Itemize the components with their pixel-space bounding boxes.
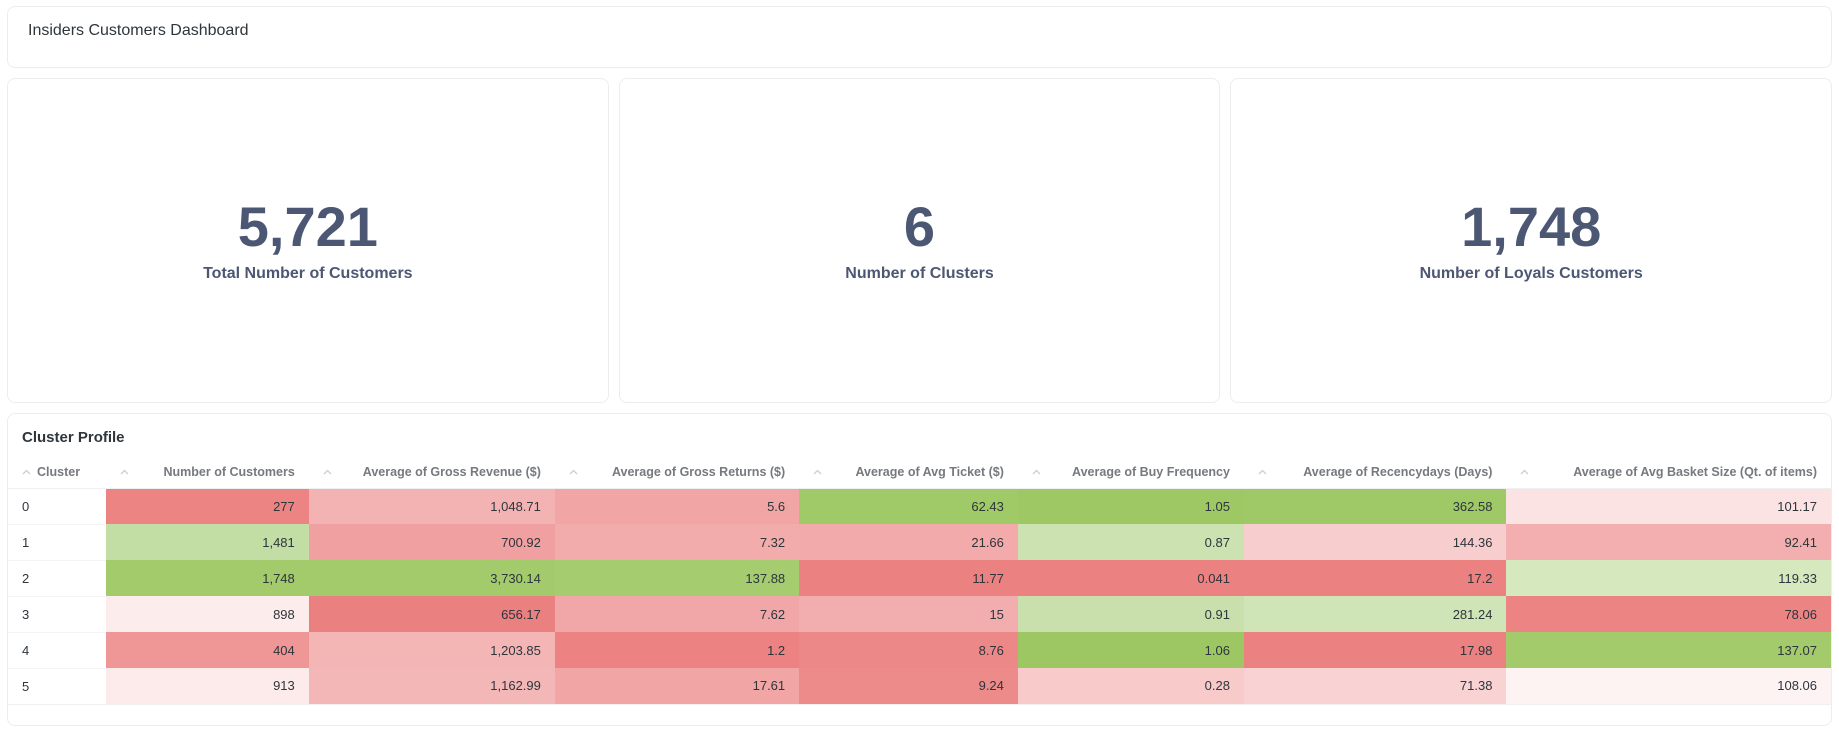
table-row: 4 404 1,203.85 1.2 8.76 1.06 17.98 137.07 (8, 632, 1831, 669)
value-cell[interactable]: 7.62 (554, 596, 800, 632)
cluster-cell[interactable]: 4 (8, 632, 107, 669)
value-cell[interactable]: 101.17 (1506, 488, 1831, 524)
cluster-cell[interactable]: 1 (8, 524, 107, 561)
loyal-customers-value: 1,748 (1461, 195, 1602, 259)
value-cell[interactable]: 17.98 (1243, 632, 1507, 668)
value-cell[interactable]: 137.07 (1506, 632, 1831, 668)
sort-caret-icon (569, 469, 578, 475)
column-header-label: Average of Avg Ticket ($) (855, 465, 1004, 480)
sort-caret-icon (1258, 469, 1267, 475)
column-header[interactable]: Average of Avg Basket Size (Qt. of items… (1506, 457, 1831, 489)
value-cell[interactable]: 0.87 (1017, 524, 1244, 560)
value-cell[interactable]: 1.05 (1017, 488, 1244, 524)
value-cell[interactable]: 17.2 (1243, 560, 1507, 596)
sort-caret-icon (120, 469, 129, 475)
table-header-row: Cluster Number of Customers Average of Gro… (8, 457, 1831, 489)
value-cell[interactable]: 404 (106, 632, 309, 668)
column-header[interactable]: Cluster (8, 457, 107, 489)
column-header-label: Average of Recencydays (Days) (1303, 465, 1493, 480)
sort-caret-icon (1520, 469, 1529, 475)
column-header-label: Number of Customers (163, 465, 295, 480)
value-cell[interactable]: 11.77 (799, 560, 1018, 596)
number-of-clusters-label: Number of Clusters (845, 264, 994, 282)
cluster-cell[interactable]: 2 (8, 560, 107, 597)
table-row: 0 277 1,048.71 5.6 62.43 1.05 362.58 101.17 (8, 488, 1831, 525)
value-cell[interactable]: 0.041 (1017, 560, 1244, 596)
value-cell[interactable]: 1,481 (106, 524, 309, 560)
value-cell[interactable]: 78.06 (1506, 596, 1831, 632)
cluster-profile-table: Cluster Number of Customers Average of Gro… (8, 457, 1831, 705)
sort-caret-icon (1032, 469, 1041, 475)
value-cell[interactable]: 1.06 (1017, 632, 1244, 668)
value-cell[interactable]: 281.24 (1243, 596, 1507, 632)
value-cell[interactable]: 108.06 (1506, 668, 1831, 705)
column-header[interactable]: Average of Buy Frequency (1017, 457, 1244, 489)
value-cell[interactable]: 5.6 (554, 488, 800, 524)
value-cell[interactable]: 898 (106, 596, 309, 632)
value-cell[interactable]: 92.41 (1506, 524, 1831, 560)
value-cell[interactable]: 62.43 (799, 488, 1018, 524)
value-cell[interactable]: 8.76 (799, 632, 1018, 668)
column-header-label: Cluster (37, 465, 81, 480)
value-cell[interactable]: 119.33 (1506, 560, 1831, 596)
value-cell[interactable]: 700.92 (308, 524, 555, 560)
table-row: 1 1,481 700.92 7.32 21.66 0.87 144.36 92.41 (8, 524, 1831, 561)
value-cell[interactable]: 0.28 (1017, 668, 1244, 705)
cluster-cell[interactable]: 3 (8, 596, 107, 633)
value-cell[interactable]: 7.32 (554, 524, 800, 560)
table-body: 0 277 1,048.71 5.6 62.43 1.05 362.58 101.17 1 1,4… (8, 488, 1831, 705)
column-header[interactable]: Average of Gross Returns ($) (554, 457, 800, 489)
value-cell[interactable]: 1,162.99 (308, 668, 555, 705)
sort-caret-icon (813, 469, 822, 475)
value-cell[interactable]: 144.36 (1243, 524, 1507, 560)
table-row: 5 913 1,162.99 17.61 9.24 0.28 71.38 108.06 (8, 668, 1831, 705)
value-cell[interactable]: 3,730.14 (308, 560, 555, 596)
dashboard-header: Insiders Customers Dashboard (7, 6, 1832, 68)
number-of-clusters-value: 6 (903, 195, 936, 259)
value-cell[interactable]: 1,203.85 (308, 632, 555, 668)
sort-caret-icon (323, 469, 332, 475)
cluster-cell[interactable]: 5 (8, 668, 107, 705)
loyal-customers-label: Number of Loyals Customers (1419, 264, 1643, 282)
column-header[interactable]: Number of Customers (106, 457, 309, 489)
cluster-profile-card: Cluster Profile Cluster Number of Custome… (7, 413, 1832, 726)
column-header-label: Average of Avg Basket Size (Qt. of items… (1573, 465, 1817, 480)
card-total-customers[interactable]: 5,721 Total Number of Customers (7, 78, 609, 403)
table-title: Cluster Profile (22, 429, 125, 446)
value-cell[interactable]: 1,748 (106, 560, 309, 596)
column-header-label: Average of Gross Returns ($) (611, 465, 786, 480)
table-row: 3 898 656.17 7.62 15 0.91 281.24 78.06 (8, 596, 1831, 633)
value-cell[interactable]: 1,048.71 (308, 488, 555, 524)
total-customers-value: 5,721 (237, 195, 378, 259)
sort-caret-icon (22, 469, 31, 475)
total-customers-label: Total Number of Customers (203, 264, 413, 282)
value-cell[interactable]: 15 (799, 596, 1018, 632)
column-header-label: Average of Gross Revenue ($) (362, 465, 541, 480)
value-cell[interactable]: 362.58 (1243, 488, 1507, 524)
scalar-cards-row: 5,721 Total Number of Customers 6 Number… (7, 78, 1833, 403)
value-cell[interactable]: 656.17 (308, 596, 555, 632)
value-cell[interactable]: 0.91 (1017, 596, 1244, 632)
table-header: Cluster Number of Customers Average of Gro… (8, 457, 1831, 489)
value-cell[interactable]: 913 (106, 668, 309, 705)
value-cell[interactable]: 17.61 (554, 668, 800, 705)
value-cell[interactable]: 71.38 (1243, 668, 1507, 705)
value-cell[interactable]: 137.88 (554, 560, 800, 596)
cluster-cell[interactable]: 0 (8, 488, 107, 525)
table-row: 2 1,748 3,730.14 137.88 11.77 0.041 17.2 119.33 (8, 560, 1831, 597)
column-header[interactable]: Average of Recencydays (Days) (1243, 457, 1507, 489)
value-cell[interactable]: 277 (106, 488, 309, 524)
card-number-of-clusters[interactable]: 6 Number of Clusters (618, 78, 1221, 403)
column-header[interactable]: Average of Avg Ticket ($) (799, 457, 1018, 489)
dashboard-title: Insiders Customers Dashboard (28, 22, 249, 39)
value-cell[interactable]: 1.2 (554, 632, 800, 668)
column-header-label: Average of Buy Frequency (1072, 465, 1230, 480)
value-cell[interactable]: 9.24 (799, 668, 1018, 705)
value-cell[interactable]: 21.66 (799, 524, 1018, 560)
card-loyal-customers[interactable]: 1,748 Number of Loyals Customers (1230, 78, 1833, 403)
column-header[interactable]: Average of Gross Revenue ($) (308, 457, 555, 489)
